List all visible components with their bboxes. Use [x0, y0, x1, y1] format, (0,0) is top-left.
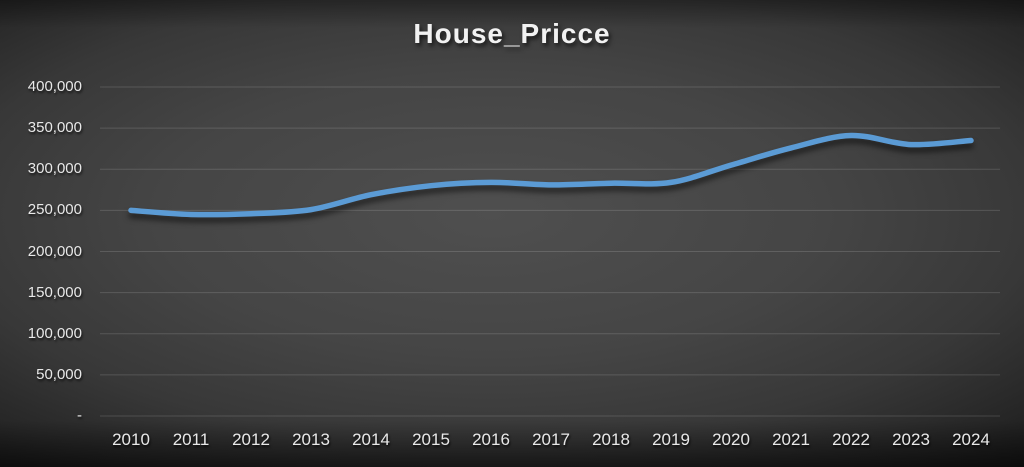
x-tick-label: 2015: [412, 430, 450, 449]
chart-title: House_Pricce: [413, 18, 611, 49]
series-line: [128, 132, 974, 218]
y-tick-label: 350,000: [27, 119, 82, 137]
x-tick-label: 2010: [112, 430, 150, 449]
x-tick-label: 2021: [772, 430, 810, 449]
y-tick-label: 400,000: [27, 78, 82, 95]
y-tick-label: 200,000: [27, 242, 82, 260]
y-tick-label: 100,000: [27, 324, 82, 342]
y-tick-label: 300,000: [27, 160, 82, 178]
x-tick-label: 2013: [292, 430, 330, 449]
x-tick-label: 2024: [952, 430, 990, 449]
y-tick-label: -: [77, 407, 82, 424]
y-tick-label: 250,000: [27, 201, 82, 219]
x-tick-label: 2022: [832, 430, 870, 449]
x-tick-label: 2019: [652, 430, 690, 449]
x-tick-label: 2012: [232, 430, 270, 449]
x-tick-label: 2011: [172, 430, 210, 449]
y-tick-label: 50,000: [36, 365, 82, 383]
x-tick-label: 2014: [352, 430, 390, 449]
x-tick-label: 2016: [472, 430, 510, 449]
x-tick-label: 2020: [712, 430, 750, 449]
y-tick-label: 150,000: [27, 283, 82, 301]
x-tick-label: 2023: [892, 430, 930, 449]
x-tick-label: 2018: [592, 430, 630, 449]
x-tick-label: 2017: [532, 430, 570, 449]
